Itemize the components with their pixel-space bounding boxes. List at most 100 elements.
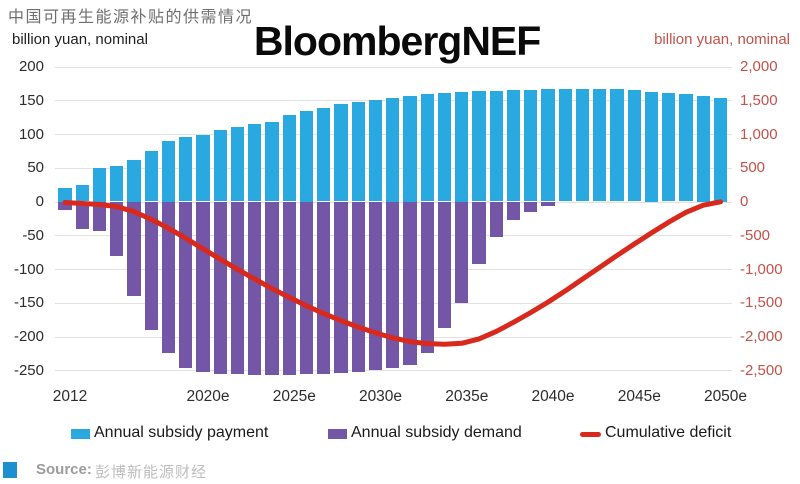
bar-annual-subsidy-payment	[92, 167, 107, 202]
left-axis-tick: -150	[13, 294, 44, 312]
bar-annual-subsidy-payment	[644, 91, 659, 202]
bar-annual-subsidy-payment	[472, 90, 486, 202]
right-axis-tick: -2,000	[740, 328, 783, 345]
right-axis-tick: -500	[740, 226, 771, 244]
cumulative-deficit-line	[62, 199, 723, 347]
demand-swatch-icon	[328, 429, 347, 439]
bar-annual-subsidy-payment	[282, 115, 296, 202]
left-axis-tick: 200	[18, 58, 44, 75]
bar-annual-subsidy-payment	[110, 166, 124, 202]
bar-annual-subsidy-payment	[593, 88, 607, 202]
bar-annual-subsidy-demand	[58, 201, 72, 211]
bar-annual-subsidy-payment	[317, 107, 331, 202]
bar-annual-subsidy-payment	[265, 121, 279, 202]
bar-annual-subsidy-demand	[127, 201, 141, 296]
legend-label: Annual subsidy demand	[351, 424, 522, 441]
bar-annual-subsidy-demand	[455, 201, 469, 303]
x-axis-tick: 2040e	[531, 388, 575, 405]
left-axis-tick: 150	[18, 91, 44, 109]
bar-annual-subsidy-payment	[679, 94, 693, 202]
bar-annual-subsidy-payment	[144, 150, 158, 202]
bar-annual-subsidy-payment	[179, 137, 193, 202]
bar-annual-subsidy-demand	[161, 201, 176, 353]
bar-annual-subsidy-demand	[524, 201, 538, 212]
source-row: Source: 彭博新能源财经	[0, 456, 800, 484]
right-axis-tick: 2,000	[740, 58, 778, 75]
left-axis-tick: 100	[18, 125, 44, 143]
right-axis-tick: -1,000	[740, 260, 783, 278]
x-axis-tick: 2012	[52, 388, 88, 405]
legend-label: Annual subsidy payment	[94, 424, 269, 441]
bar-annual-subsidy-payment	[230, 126, 245, 202]
page-title: 中国可再生能源补贴的供需情况	[8, 9, 254, 26]
right-axis-unit-label: billion yuan, nominal	[654, 31, 790, 48]
bar-annual-subsidy-demand	[110, 201, 124, 256]
bar-annual-subsidy-demand	[437, 201, 452, 329]
bar-annual-subsidy-payment	[489, 90, 503, 202]
gridline	[55, 370, 732, 372]
bar-annual-subsidy-demand	[506, 201, 521, 220]
bar-annual-subsidy-payment	[58, 188, 72, 202]
bar-annual-subsidy-demand	[541, 201, 555, 206]
deficit-line-swatch-icon	[580, 432, 601, 437]
left-axis-tick: -50	[22, 226, 44, 244]
bar-annual-subsidy-payment	[506, 90, 521, 202]
bar-annual-subsidy-payment	[196, 134, 210, 202]
bar-annual-subsidy-payment	[420, 94, 434, 202]
source-text: 彭博新能源财经	[95, 464, 208, 481]
bar-annual-subsidy-payment	[575, 88, 590, 202]
x-axis-tick: 2030e	[358, 388, 403, 405]
left-axis-tick: -200	[13, 328, 44, 345]
gridline	[55, 66, 732, 68]
bar-annual-subsidy-demand	[144, 201, 158, 330]
right-axis-tick: -2,500	[740, 361, 783, 379]
bar-annual-subsidy-demand	[334, 201, 348, 373]
bar-annual-subsidy-payment	[524, 90, 538, 202]
bar-annual-subsidy-demand	[248, 201, 262, 375]
right-axis-tick: 1,500	[740, 91, 778, 109]
bar-annual-subsidy-demand	[75, 201, 89, 229]
right-axis-tick: -1,500	[740, 294, 783, 312]
bar-annual-subsidy-payment	[368, 99, 383, 202]
left-axis-tick: 50	[27, 159, 44, 177]
bar-annual-subsidy-demand	[282, 201, 296, 375]
bar-annual-subsidy-demand	[472, 201, 486, 265]
payment-swatch-icon	[71, 429, 90, 439]
bar-annual-subsidy-payment	[610, 89, 624, 202]
legend-label: Cumulative deficit	[605, 424, 732, 441]
bar-annual-subsidy-payment	[161, 140, 176, 202]
x-axis-tick: 2025e	[272, 388, 316, 405]
bar-annual-subsidy-demand	[213, 201, 227, 374]
bar-annual-subsidy-payment	[334, 104, 348, 202]
left-axis-tick: 0	[35, 193, 44, 210]
bar-annual-subsidy-payment	[351, 101, 365, 202]
bar-annual-subsidy-payment	[713, 97, 728, 202]
right-axis-tick: 0	[740, 193, 749, 210]
x-axis-tick: 2050e	[703, 388, 748, 405]
bar-annual-subsidy-payment	[127, 159, 141, 202]
left-axis-tick: -100	[13, 260, 44, 278]
bloombergnef-logo: BloombergNEF	[253, 18, 541, 64]
right-axis-tick: 1,000	[740, 125, 778, 143]
bar-annual-subsidy-payment	[455, 91, 469, 202]
left-axis-unit-label: billion yuan, nominal	[12, 31, 148, 48]
right-axis-tick: 500	[740, 159, 766, 177]
bar-annual-subsidy-payment	[248, 123, 262, 202]
bar-annual-subsidy-payment	[213, 129, 227, 202]
x-axis-tick: 2035e	[445, 388, 489, 405]
source-label: Source:	[36, 461, 92, 478]
bar-annual-subsidy-demand	[403, 201, 417, 365]
bar-annual-subsidy-payment	[386, 97, 400, 202]
bar-annual-subsidy-demand	[420, 201, 434, 354]
bar-annual-subsidy-demand	[92, 201, 107, 232]
bar-annual-subsidy-payment	[627, 90, 641, 202]
bar-annual-subsidy-demand	[317, 201, 331, 374]
source-logo-icon	[3, 462, 17, 478]
x-axis-tick: 2045e	[617, 388, 661, 405]
bar-annual-subsidy-payment	[541, 89, 555, 202]
bar-annual-subsidy-payment	[558, 89, 572, 202]
bar-annual-subsidy-payment	[696, 95, 710, 202]
bar-annual-subsidy-payment	[75, 184, 89, 202]
bar-annual-subsidy-payment	[662, 92, 676, 202]
